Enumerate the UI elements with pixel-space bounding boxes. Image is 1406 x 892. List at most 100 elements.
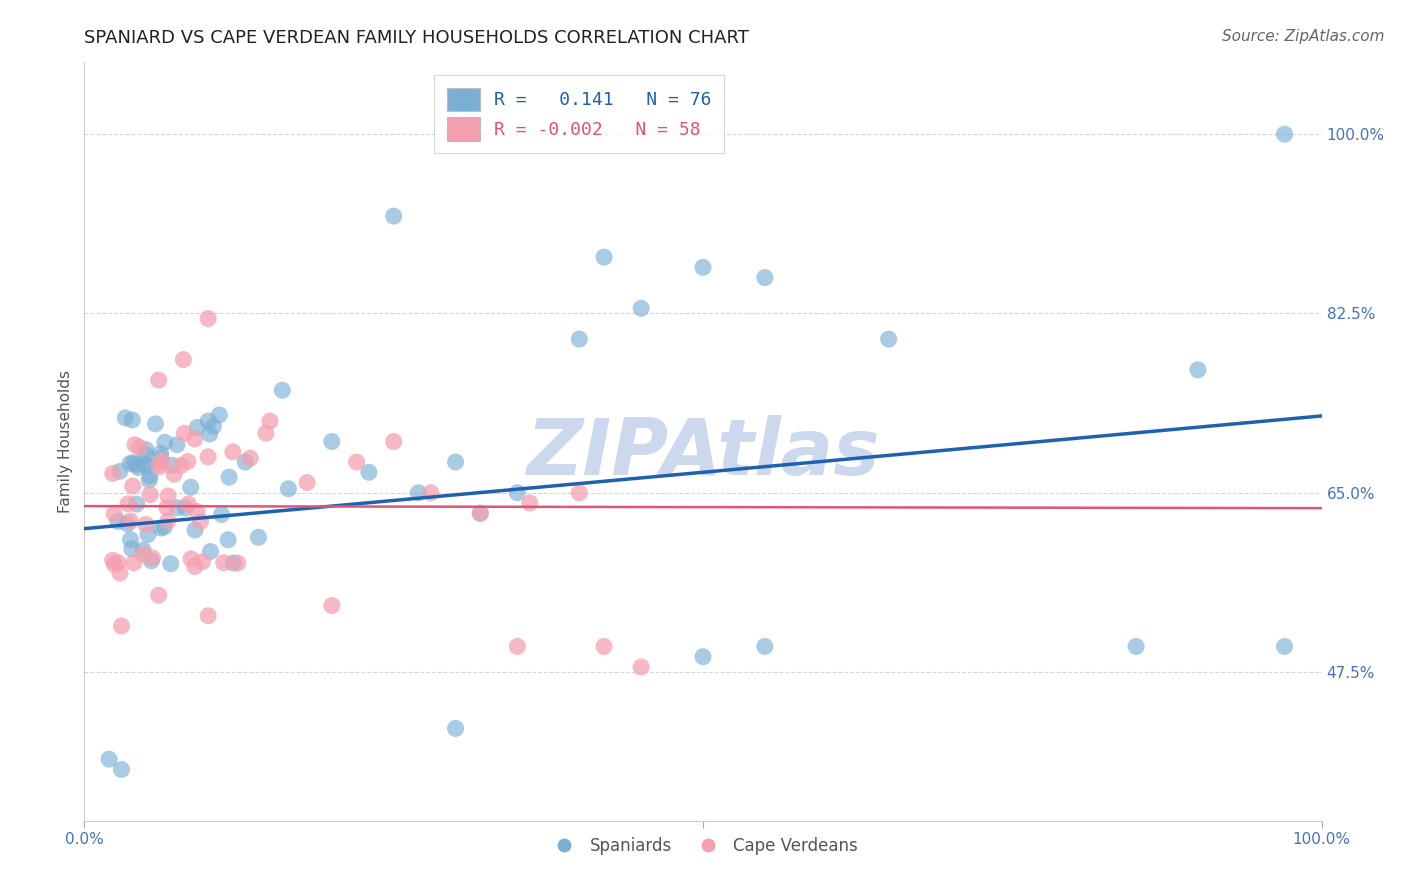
Point — [222, 556, 245, 570]
Point — [470, 506, 492, 520]
Point — [135, 458, 157, 472]
Point — [177, 454, 200, 468]
Point — [212, 556, 235, 570]
Point — [108, 566, 131, 580]
Point — [139, 488, 162, 502]
Point — [135, 517, 157, 532]
Point — [153, 435, 176, 450]
Point — [180, 480, 202, 494]
Point — [141, 554, 163, 568]
Point — [419, 485, 441, 500]
Point — [408, 485, 430, 500]
Point — [177, 497, 200, 511]
Point — [107, 514, 129, 528]
Point — [506, 485, 529, 500]
Point — [197, 608, 219, 623]
Point — [103, 507, 125, 521]
Point — [132, 543, 155, 558]
Point — [122, 456, 145, 470]
Point — [593, 250, 616, 264]
Point — [200, 544, 222, 558]
Point — [184, 523, 207, 537]
Y-axis label: Family Households: Family Households — [58, 370, 73, 513]
Point — [1125, 640, 1147, 654]
Point — [1274, 640, 1296, 654]
Point — [754, 640, 776, 654]
Point — [247, 530, 270, 544]
Point — [233, 455, 256, 469]
Point — [141, 550, 163, 565]
Point — [166, 500, 188, 515]
Point — [107, 556, 129, 570]
Point — [148, 373, 170, 387]
Point — [148, 588, 170, 602]
Point — [692, 649, 714, 664]
Point — [190, 515, 212, 529]
Point — [139, 468, 162, 483]
Point — [108, 464, 131, 478]
Point — [172, 352, 194, 367]
Point — [239, 451, 262, 466]
Point — [877, 332, 900, 346]
Text: ZIPAtlas: ZIPAtlas — [526, 415, 880, 491]
Point — [222, 444, 245, 458]
Point — [173, 426, 195, 441]
Point — [166, 437, 188, 451]
Point — [149, 521, 172, 535]
Point — [132, 547, 155, 561]
Point — [101, 467, 124, 481]
Point — [295, 475, 318, 490]
Point — [630, 301, 652, 316]
Point — [183, 432, 205, 446]
Point — [145, 417, 167, 431]
Point — [197, 450, 219, 464]
Point — [110, 619, 132, 633]
Point — [519, 496, 541, 510]
Point — [157, 489, 180, 503]
Point — [121, 541, 143, 556]
Point — [98, 752, 121, 766]
Point — [138, 473, 160, 487]
Point — [444, 455, 467, 469]
Point — [692, 260, 714, 275]
Point — [630, 660, 652, 674]
Point — [156, 500, 179, 515]
Point — [125, 497, 148, 511]
Point — [135, 448, 157, 462]
Point — [101, 553, 124, 567]
Point — [127, 460, 149, 475]
Point — [121, 479, 143, 493]
Point — [1187, 363, 1209, 377]
Legend: Spaniards, Cape Verdeans: Spaniards, Cape Verdeans — [541, 830, 865, 862]
Point — [174, 500, 197, 515]
Point — [159, 557, 181, 571]
Point — [321, 599, 343, 613]
Point — [568, 332, 591, 346]
Point — [160, 458, 183, 473]
Point — [208, 408, 231, 422]
Point — [277, 482, 299, 496]
Point — [149, 446, 172, 460]
Point — [115, 516, 138, 531]
Point — [321, 434, 343, 449]
Point — [197, 311, 219, 326]
Point — [202, 419, 225, 434]
Point — [382, 434, 405, 449]
Point — [120, 533, 142, 547]
Point — [103, 558, 125, 572]
Point — [254, 426, 277, 441]
Text: Source: ZipAtlas.com: Source: ZipAtlas.com — [1222, 29, 1385, 44]
Point — [117, 497, 139, 511]
Point — [211, 508, 233, 522]
Point — [754, 270, 776, 285]
Point — [121, 413, 143, 427]
Point — [122, 556, 145, 570]
Point — [259, 414, 281, 428]
Point — [128, 441, 150, 455]
Point — [271, 384, 294, 398]
Point — [150, 454, 173, 468]
Point — [148, 459, 170, 474]
Point — [135, 458, 157, 473]
Point — [218, 470, 240, 484]
Point — [150, 451, 173, 466]
